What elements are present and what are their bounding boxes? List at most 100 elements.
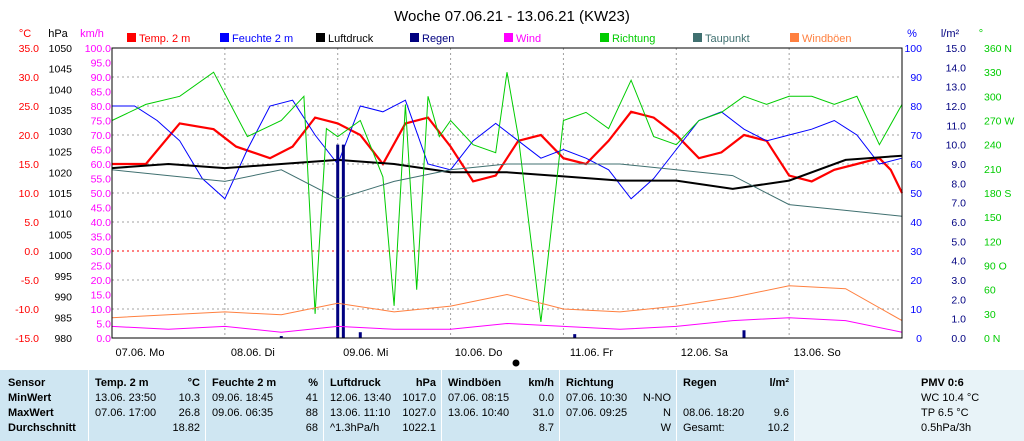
stats-richtung-max-val: N (663, 407, 671, 419)
humidity-tick-label: 0 (916, 333, 922, 345)
axes-labels: -15.0 -10.0 -5.0 0.0 5.0 10.0 15.0 20.0 25.0 30.0… (15, 43, 1014, 345)
wind-tick-label: 60.0 (91, 159, 112, 171)
humidity-tick-label: 30 (910, 246, 922, 258)
direction-tick-label: 60 (984, 285, 996, 297)
stats-luftdruck-avg-time: ^1.3hPa/h (330, 422, 380, 434)
pressure-tick-label: 990 (54, 292, 72, 304)
stats-labels-col: Sensor MinWert MaxWert Durchschnitt (0, 370, 88, 441)
stats-feuchte-min-val: 41 (305, 392, 318, 404)
humidity-tick-label: 90 (910, 72, 922, 84)
pressure-tick-label: 1015 (49, 188, 73, 200)
legend-swatch (220, 33, 229, 42)
wind-unit: km/h (80, 28, 104, 40)
legend-label: Temp. 2 m (139, 33, 190, 45)
temp-unit: °C (19, 28, 31, 40)
humidity-tick-label: 20 (910, 275, 922, 287)
humidity-tick-label: 50 (910, 188, 922, 200)
temp-tick-label: 35.0 (19, 43, 40, 55)
stats-richtung-min-val: N-NO (642, 392, 671, 404)
stats-feuchte-title: Feuchte 2 m (212, 377, 277, 389)
rain-unit: l/m² (941, 28, 960, 40)
stats-windboeen-min-time: 07.06. 08:15 (448, 392, 510, 404)
direction-tick-label: 210 (984, 164, 1002, 176)
windböen-line (111, 285, 903, 322)
stats-windboeen-avg-val: 8.7 (538, 422, 554, 434)
legend-label: Richtung (612, 33, 655, 45)
legend-swatch (410, 33, 419, 42)
legend: Temp. 2 m Feuchte 2 m Luftdruck Regen Wind Ri… (127, 33, 852, 45)
legend-label: Wind (516, 33, 541, 45)
temp-tick-label: -15.0 (15, 333, 39, 345)
wind-tick-label: 30.0 (91, 246, 112, 258)
legend-swatch (790, 33, 799, 42)
pressure-tick-label: 1005 (49, 229, 73, 241)
wind-tick-label: 50.0 (91, 188, 112, 200)
pressure-tick-label: 1035 (49, 105, 73, 117)
temp-tick-label: 25.0 (19, 101, 40, 113)
weather-chart: Woche 07.06.21 - 13.06.21 (KW23) °C hPa … (15, 8, 1014, 367)
rain-tick-label: 8.0 (951, 178, 966, 190)
rain-tick-label: 13.0 (946, 82, 967, 94)
pressure-tick-label: 1010 (49, 209, 73, 221)
humidity-unit: % (907, 28, 917, 40)
humidity-tick-label: 70 (910, 130, 922, 142)
wind-tick-label: 10.0 (91, 304, 112, 316)
wind-tick-label: 100.0 (85, 43, 111, 55)
temp-tick-label: 0.0 (24, 246, 39, 258)
rain-tick-label: 11.0 (946, 120, 966, 132)
rain-tick-label: 1.0 (951, 314, 966, 326)
stats-temp-max-val: 26.8 (178, 407, 200, 419)
stats-regen-total-val: 10.2 (767, 422, 789, 434)
stats-feuchte-max-val: 88 (305, 407, 318, 419)
pressure-tick-label: 1025 (49, 147, 73, 159)
legend-label: Windböen (802, 33, 852, 45)
temp-tick-label: -10.0 (15, 304, 39, 316)
richtung-line (111, 71, 903, 322)
wind-tick-label: 75.0 (91, 116, 112, 128)
stats-panel: Sensor MinWert MaxWert Durchschnitt Temp… (0, 370, 1024, 441)
stats-windboeen-max-time: 13.06. 10:40 (448, 407, 510, 419)
stats-regen-col: Regen l/m² 08.06. 18:20 9.6 Gesamt: 10.2 (676, 370, 795, 441)
x-day-label: 09.06. Mi (343, 347, 388, 359)
legend-label: Feuchte 2 m (232, 33, 293, 45)
wind-tick-label: 55.0 (91, 174, 112, 186)
stats-avg-label: Durchschnitt (8, 422, 76, 434)
stats-windboeen-min-val: 0.0 (538, 392, 554, 404)
wind-tick-label: 70.0 (91, 130, 112, 142)
temp-tick-label: 10.0 (19, 188, 40, 200)
pressure-tick-label: 1000 (49, 250, 73, 262)
temp-tick-label: 30.0 (19, 72, 40, 84)
pressure-tick-label: 995 (54, 271, 72, 283)
stats-feuchte-col: Feuchte 2 m % 09.06. 18:45 41 09.06. 06:… (205, 370, 324, 441)
chart-title: Woche 07.06.21 - 13.06.21 (KW23) (394, 8, 630, 25)
stats-feuchte-min-time: 09.06. 18:45 (212, 392, 274, 404)
stats-richtung-avg-val: W (660, 422, 671, 434)
direction-tick-label: 270 W (984, 116, 1014, 128)
wind-tick-label: 0.0 (96, 333, 111, 345)
wind-tick-label: 35.0 (91, 232, 112, 244)
direction-tick-label: 360 N (984, 43, 1012, 55)
direction-tick-label: 90 O (984, 261, 1007, 273)
legend-label: Luftdruck (328, 33, 374, 45)
stats-luftdruck-avg-val: 1022.1 (402, 422, 436, 434)
stats-temp-unit: °C (187, 377, 200, 389)
wind-tick-label: 15.0 (91, 290, 112, 302)
stats-pmv-rate: 0.5hPa/3h (921, 422, 972, 434)
legend-swatch (316, 33, 325, 42)
stats-regen-unit: l/m² (769, 377, 789, 389)
stats-windboeen-unit: km/h (528, 377, 554, 389)
stats-windboeen-max-val: 31.0 (532, 407, 554, 419)
humidity-tick-label: 10 (910, 304, 922, 316)
wind-tick-label: 90.0 (91, 72, 112, 84)
rain-tick-label: 15.0 (946, 43, 967, 55)
legend-swatch (693, 33, 702, 42)
stats-temp-title: Temp. 2 m (95, 377, 149, 389)
temp-tick-label: -5.0 (21, 275, 39, 287)
pressure-tick-label: 980 (54, 333, 72, 345)
x-day-labels: 07.06. Mo 08.06. Di 09.06. Mi 10.06. Do 11.0… (116, 347, 841, 359)
direction-tick-label: 150 (984, 212, 1002, 224)
x-day-label: 07.06. Mo (116, 347, 165, 359)
stats-pmv-tp: TP 6.5 °C (921, 407, 969, 419)
stats-regen-max-time: 08.06. 18:20 (683, 407, 745, 419)
wind-tick-label: 25.0 (91, 261, 112, 273)
